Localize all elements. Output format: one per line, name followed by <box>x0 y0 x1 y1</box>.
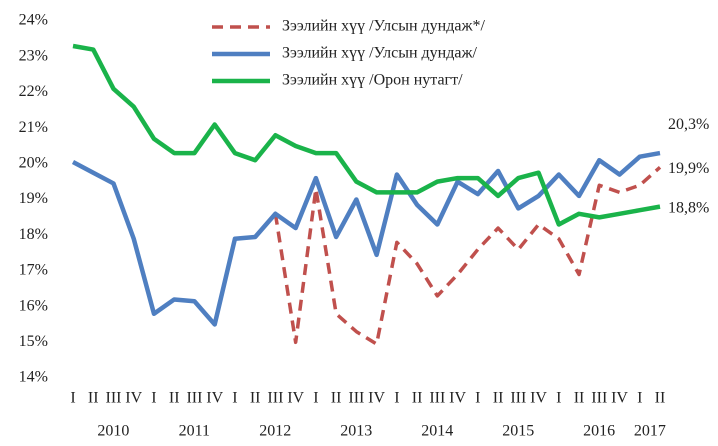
x-tick-label: II <box>655 390 666 407</box>
legend-label: Зээлийн хүү /Улсын дундаж/ <box>282 45 478 62</box>
x-tick-label: I <box>151 390 156 407</box>
y-tick-label: 15% <box>19 333 48 350</box>
y-tick-label: 16% <box>19 297 48 314</box>
x-tick-label: III <box>429 390 445 407</box>
y-tick-label: 20% <box>19 154 48 171</box>
x-tick-label: IV <box>611 390 628 407</box>
x-tick-label: IV <box>530 390 547 407</box>
x-tick-label: IV <box>368 390 385 407</box>
end-label: 18,8% <box>668 199 709 216</box>
y-tick-label: 21% <box>19 119 48 136</box>
y-tick-label: 24% <box>19 12 48 29</box>
x-tick-label: II <box>331 390 342 407</box>
end-label: 19,9% <box>668 160 709 177</box>
series-line <box>273 166 662 346</box>
x-tick-label: I <box>556 390 561 407</box>
x-tick-label: II <box>250 390 261 407</box>
x-tick-label: I <box>70 390 75 407</box>
x-tick-label: II <box>88 390 99 407</box>
y-tick-label: 23% <box>19 47 48 64</box>
x-tick-label: III <box>348 390 364 407</box>
x-tick-label: I <box>394 390 399 407</box>
x-tick-label: III <box>105 390 121 407</box>
y-tick-label: 22% <box>19 83 48 100</box>
y-tick-label: 14% <box>19 369 48 386</box>
series-line <box>71 150 661 327</box>
x-tick-label: II <box>493 390 504 407</box>
x-tick-label: IV <box>449 390 466 407</box>
x-tick-label: IV <box>125 390 142 407</box>
y-tick-label: 18% <box>19 226 48 243</box>
x-tick-label: II <box>169 390 180 407</box>
x-tick-label: II <box>574 390 585 407</box>
x-tick-label: IV <box>287 390 304 407</box>
x-tick-label: III <box>510 390 526 407</box>
year-label: 2013 <box>340 423 372 440</box>
x-tick-label: I <box>232 390 237 407</box>
x-tick-label: III <box>591 390 607 407</box>
year-label: 2012 <box>259 423 291 440</box>
year-label: 2014 <box>421 423 453 440</box>
x-tick-label: III <box>267 390 283 407</box>
year-label: 2015 <box>502 423 534 440</box>
end-label: 20,3% <box>668 116 709 133</box>
year-label: 2011 <box>179 423 210 440</box>
x-tick-label: IV <box>206 390 223 407</box>
legend-label: Зээлийн хүү /Орон нутагт/ <box>282 72 463 89</box>
year-label: 2017 <box>634 423 666 440</box>
x-tick-label: III <box>186 390 202 407</box>
x-tick-label: II <box>412 390 423 407</box>
y-tick-label: 19% <box>19 190 48 207</box>
y-tick-label: 17% <box>19 262 48 279</box>
x-tick-label: I <box>637 390 642 407</box>
year-label: 2010 <box>97 423 129 440</box>
legend-label: Зээлийн хүү /Улсын дундаж*/ <box>282 18 486 35</box>
series-line <box>72 43 661 227</box>
x-tick-label: I <box>475 390 480 407</box>
year-label: 2016 <box>583 423 615 440</box>
x-tick-label: I <box>313 390 318 407</box>
